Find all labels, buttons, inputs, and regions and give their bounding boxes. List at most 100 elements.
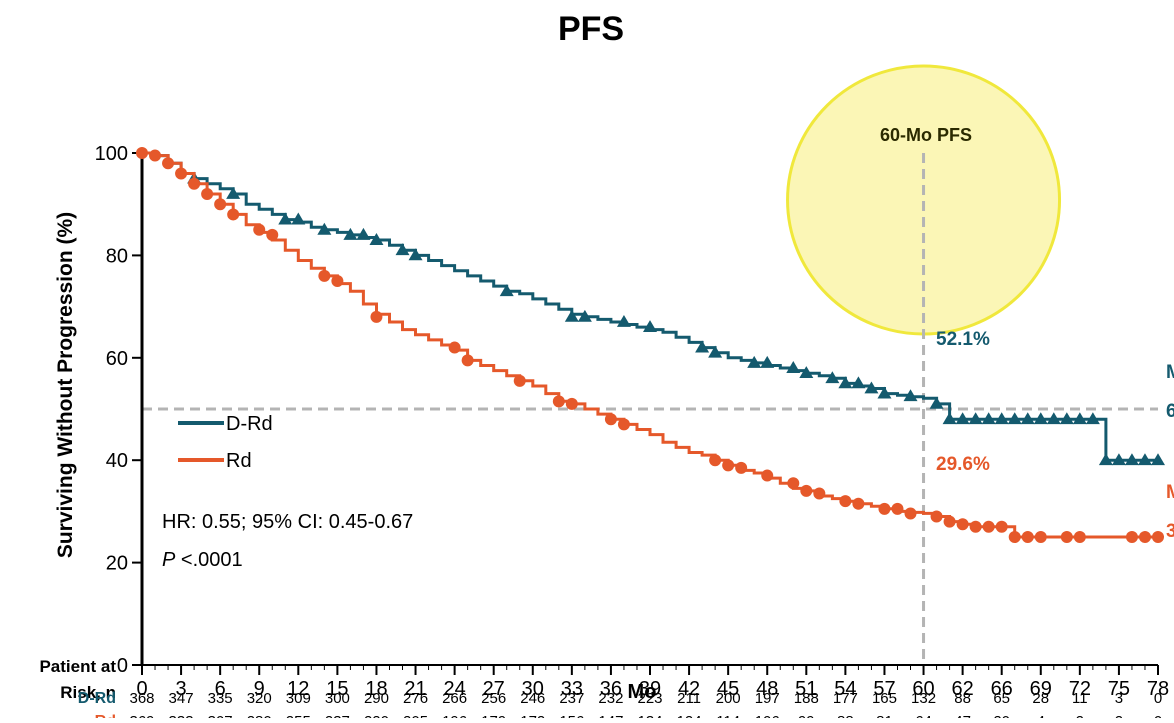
drd-marker (851, 376, 866, 389)
drd-marker (1085, 412, 1100, 425)
risk-value-drd: 65 (993, 690, 1010, 707)
rd-marker (761, 469, 774, 482)
drd-marker (278, 212, 293, 225)
x-tick-label: 45 (717, 678, 739, 700)
x-axis-label: Mo (628, 681, 657, 703)
rd-marker (1060, 531, 1073, 543)
drd-marker (1124, 453, 1139, 466)
risk-value-rd: 99 (798, 713, 815, 718)
drd-marker (499, 284, 514, 297)
rd-marker (331, 275, 344, 287)
rd-marker (370, 310, 383, 323)
rd-marker (1021, 531, 1034, 543)
x-tick-label: 6 (215, 678, 226, 700)
x-tick-label: 75 (1108, 678, 1130, 700)
risk-table-title-2: Risk, n (60, 683, 116, 702)
rd-marker (1034, 531, 1047, 543)
rd-marker (175, 167, 188, 180)
rd-marker (800, 484, 813, 497)
risk-value-drd: 232 (598, 690, 623, 707)
drd-marker (799, 366, 814, 379)
risk-value-drd: 300 (325, 690, 350, 707)
drd-marker (408, 248, 423, 261)
risk-value-rd: 280 (247, 713, 272, 718)
risk-value-drd: 335 (208, 690, 233, 707)
risk-value-rd: 4 (1037, 713, 1045, 718)
risk-value-drd: 309 (286, 690, 311, 707)
drd-edge-label-1: M (1166, 362, 1174, 383)
landmark-label: 60-Mo PFS (880, 125, 972, 145)
rd-marker (604, 413, 617, 426)
risk-value-rd: 64 (915, 713, 932, 718)
risk-value-drd: 246 (520, 690, 545, 707)
x-tick-label: 12 (287, 678, 309, 700)
risk-value-rd: 114 (716, 713, 740, 718)
rd-marker (201, 187, 214, 200)
risk-value-rd: 179 (481, 713, 506, 718)
reference-lines (142, 153, 1158, 665)
drd-marker (1033, 412, 1048, 425)
risk-value-rd: 2 (1076, 713, 1084, 718)
rd-marker (136, 147, 148, 159)
rd-marker (982, 520, 995, 533)
rd-marker (552, 395, 565, 408)
risk-value-rd: 81 (876, 713, 893, 718)
rd-marker (162, 157, 175, 170)
x-tick-label: 54 (834, 678, 856, 700)
rd-marker (878, 502, 891, 515)
risk-value-rd: 156 (559, 713, 584, 718)
drd-marker (838, 376, 853, 389)
drd-marker (695, 340, 710, 353)
risk-value-rd: 307 (208, 713, 233, 718)
risk-value-rd: 205 (403, 713, 428, 718)
drd-marker (1046, 412, 1061, 425)
rd-edge-label-2: 3 (1166, 521, 1174, 542)
x-tick-label: 15 (326, 678, 348, 700)
rd-marker (904, 507, 917, 520)
drd-marker (395, 243, 410, 256)
drd-marker (356, 227, 371, 240)
drd-marker (564, 309, 579, 322)
drd-marker (1072, 412, 1087, 425)
drd-marker (864, 381, 879, 394)
drd-marker (1020, 412, 1035, 425)
x-tick-label: 78 (1147, 678, 1169, 700)
series-layer (136, 147, 1165, 543)
x-tick-label: 48 (756, 678, 778, 700)
risk-table: D-Rd Rd368347335320309300290276266256246… (78, 690, 1162, 723)
rd-marker (735, 461, 748, 474)
risk-value-drd: 276 (403, 690, 428, 707)
drd-marker (825, 371, 840, 384)
risk-value-rd: 0 (1154, 713, 1162, 718)
y-tick-label: 20 (106, 553, 128, 575)
rd-marker (1125, 531, 1138, 543)
rd-marker (318, 269, 331, 282)
x-tick-label: 9 (254, 678, 265, 700)
x-tick-label: 72 (1069, 678, 1091, 700)
risk-value-drd: 3 (1115, 690, 1123, 707)
rd-marker (813, 487, 826, 500)
drd-marker (994, 412, 1009, 425)
legend-label-rd: Rd (226, 450, 252, 472)
risk-value-drd: 266 (442, 690, 467, 707)
x-tick-label: 62 (951, 678, 973, 700)
hazard-ratio: HR: 0.55; 95% CI: 0.45-0.67 (162, 511, 413, 533)
rd-marker (227, 208, 240, 221)
rd-marker (1152, 531, 1164, 543)
x-tick-label: 0 (136, 678, 147, 700)
rd-marker (565, 397, 578, 410)
risk-value-drd: 320 (247, 690, 272, 707)
drd-landmark-value: 52.1% (936, 329, 990, 350)
rd-marker (266, 228, 279, 241)
drd-marker (226, 186, 241, 199)
drd-marker (981, 412, 996, 425)
drd-marker (291, 212, 306, 225)
x-tick-label: 57 (873, 678, 895, 700)
x-tick-label: 51 (795, 678, 817, 700)
risk-value-rd: 220 (364, 713, 389, 718)
drd-marker (1111, 453, 1126, 466)
risk-row-label-drd: D-Rd (78, 690, 116, 707)
rd-marker (513, 374, 526, 387)
